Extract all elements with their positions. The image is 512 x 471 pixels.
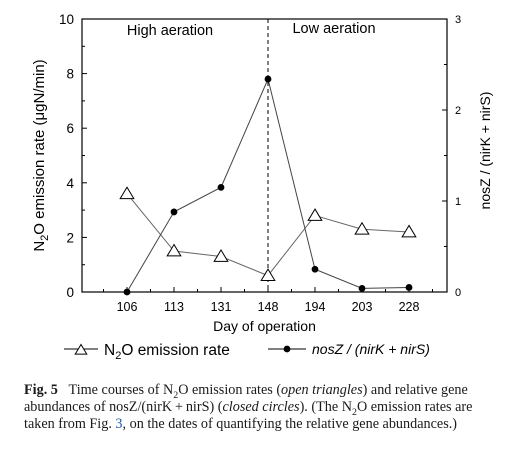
- x-tick-label: 148: [258, 300, 279, 314]
- y-left-tick-label: 0: [66, 285, 74, 300]
- x-tick-label: 131: [211, 300, 232, 314]
- x-tick-label: 106: [117, 300, 138, 314]
- chart: 0 2 4 6 8 10 0 1 2 3 106 113 131 148 194 203 228 Day of o…: [31, 12, 493, 362]
- labels-layer: 0 2 4 6 8 10 0 1 2 3 106 113 131 148 194 203 228 Day of o…: [31, 12, 493, 362]
- nosz-ratio-point: [264, 75, 272, 83]
- n2o-emission-point: [354, 221, 370, 235]
- y-left-tick-label: 4: [66, 176, 74, 191]
- nosz-ratio-point: [311, 265, 319, 273]
- figure-label: Fig. 5: [24, 382, 58, 398]
- region-label-high: High aeration: [127, 23, 213, 39]
- nosz-ratio-point: [358, 284, 366, 292]
- axes: [81, 18, 448, 293]
- n2o-emission-point: [119, 186, 135, 200]
- legend-marker-circle: [283, 345, 291, 353]
- nosz-ratio-point: [217, 183, 225, 191]
- y-right-tick-label: 1: [455, 196, 461, 208]
- y-right-tick-label: 2: [455, 105, 461, 117]
- x-axis-title: Day of operation: [213, 318, 316, 334]
- y-left-axis-title: N2O emission rate (μgN/min): [31, 59, 51, 251]
- region-label-low: Low aeration: [292, 21, 375, 37]
- y-left-tick-label: 6: [66, 121, 74, 136]
- n2o-emission-point: [260, 268, 276, 281]
- x-tick-label: 113: [164, 300, 184, 314]
- nosz-ratio-point: [170, 208, 178, 216]
- y-left-tick-label: 8: [66, 67, 74, 82]
- y-left-tick-label: 2: [66, 230, 74, 245]
- figure-caption: Fig. 5 Time courses of N2O emission rate…: [24, 382, 494, 433]
- legend-label-nosz: nosZ / (nirK + nirS): [312, 341, 430, 357]
- y-right-tick-label: 3: [455, 14, 461, 26]
- x-tick-label: 203: [352, 300, 373, 314]
- legend-label-n2o: N2O emission rate: [104, 342, 230, 362]
- n2o-emission-line: [126, 193, 410, 277]
- n2o-emission-point: [307, 208, 323, 221]
- legend-marker-triangle: [74, 343, 88, 355]
- series-layer: [119, 75, 417, 296]
- y-left-tick-label: 10: [59, 12, 74, 27]
- plot-frame: [81, 18, 448, 293]
- caption-text: Time courses of N2O emission rates (open…: [24, 382, 473, 432]
- nosz-ratio-point: [405, 284, 413, 291]
- x-tick-label: 228: [399, 300, 420, 314]
- y-right-axis-title: nosZ / (nirK + nirS): [477, 92, 493, 210]
- n2o-emission-point: [213, 249, 229, 262]
- n2o-emission-point: [166, 243, 182, 257]
- x-tick-label: 194: [305, 300, 326, 314]
- dual-axis-line-chart: 0 2 4 6 8 10 0 1 2 3 106 113 131 148 194 203 228 Day of o…: [31, 12, 493, 362]
- nosz-ratio-point: [123, 288, 131, 296]
- y-right-tick-label: 0: [455, 287, 461, 299]
- figure-link[interactable]: 3: [115, 416, 123, 432]
- n2o-emission-point: [401, 224, 417, 238]
